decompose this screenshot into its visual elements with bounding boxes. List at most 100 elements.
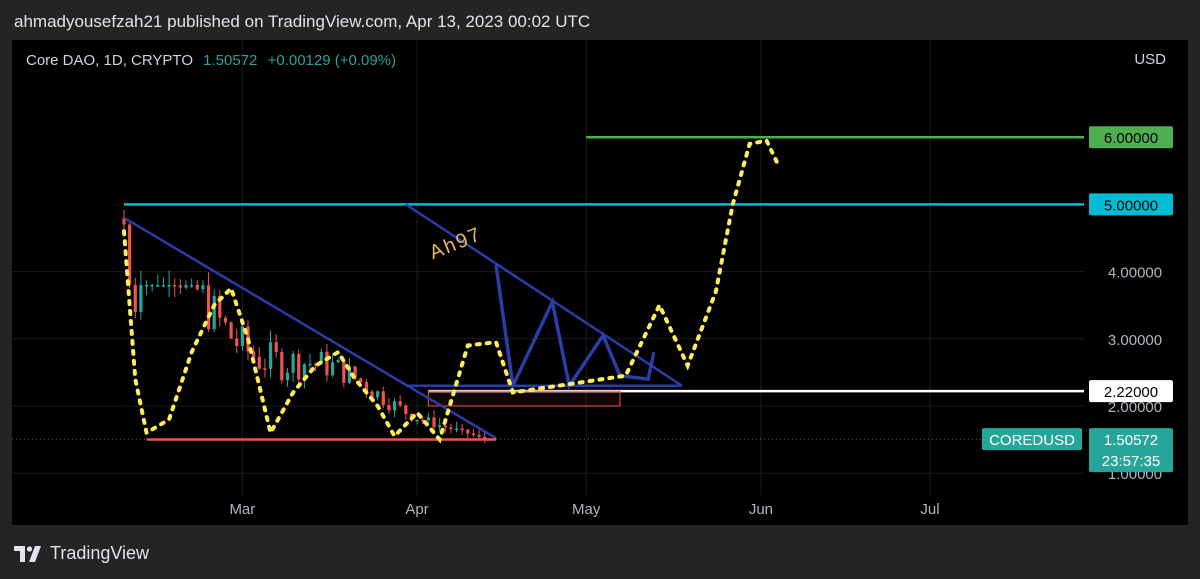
candle-body [173,285,177,287]
candle-body [325,351,329,376]
symbol-name: Core DAO, 1D, CRYPTO [26,52,193,69]
candle-body [415,419,419,422]
candle-body [443,425,447,428]
level-label: 5.00000 [1104,197,1158,214]
level-label-bg [1089,380,1173,403]
candle-body [178,285,182,288]
candle-body [432,417,436,428]
candle-body [263,368,267,370]
candle-body [353,366,357,379]
candle-body [161,285,166,287]
zigzag-projection [494,264,656,392]
price-axis: Mar Apr May Jun Jul1.000002.000003.000004.00… [229,126,1173,518]
candle-body [392,401,397,411]
candle-body [370,391,374,398]
last-price-value: 1.50572 [1104,432,1158,449]
y-tick-label: 4.00000 [1108,265,1162,282]
symbol-badge: COREDUSD [989,432,1075,449]
candle-body [319,351,323,364]
level-label: 6.00000 [1104,130,1158,147]
candle-body [477,434,481,437]
symbol-price: 1.50572 [203,52,258,69]
x-tick-label: May [572,501,601,518]
trendline-descending-2 [405,203,683,387]
chart-frame[interactable]: Ah97 Mar Apr May Jun Jul 1.00000 2.00000 3.0000… [12,40,1188,525]
candle-body [449,427,453,430]
candle-body [156,285,160,287]
drawings: Ah97 [12,135,1084,444]
candle-body [195,285,199,290]
candle-body [381,391,385,406]
candle-body [376,391,380,398]
symbol-badge-bg [982,428,1082,451]
candle-body [342,360,346,383]
candle-body [466,429,470,434]
candle-body [308,363,312,366]
bar-countdown: 23:57:35 [1102,453,1160,470]
support-zone [427,390,621,407]
candle-body [268,342,273,369]
candle-body [364,382,368,392]
candle-body [252,351,256,357]
candle-body [330,362,335,376]
candle-body [471,433,476,436]
x-tick-label: Mar [229,501,255,518]
author-annotation: Ah97 [426,223,485,264]
candle-body [229,322,233,339]
candle-body [212,295,216,330]
candle-body [184,285,188,288]
candle-body [421,419,425,422]
candle-body [359,378,363,383]
x-tick-label: Apr [405,501,428,518]
dotted-projection [122,138,780,444]
candle-body [438,425,442,428]
candle-body [398,401,402,406]
candle-body [347,366,352,383]
candle-body [223,317,228,323]
level-label: 2.22000 [1104,384,1158,401]
candle-body [426,417,430,421]
candle-body [314,363,318,366]
candle-body [302,364,306,380]
candle-body [144,285,149,287]
chart-grid [12,40,1084,495]
symbol-legend: Core DAO, 1D, CRYPTO 1.50572 +0.00129 (+… [26,52,396,69]
tradingview-logo[interactable]: TradingView [14,543,149,564]
candle-body [218,295,222,318]
candle-body [404,405,408,414]
candle-body [274,342,278,353]
symbol-change: +0.00129 (+0.09%) [267,52,397,69]
candle-body [240,326,244,346]
candle-body [454,428,459,431]
candle-body [122,217,126,225]
candle-body [483,436,487,440]
x-tick-label: Jul [920,501,939,518]
candle-body [128,224,132,285]
candle-body [133,285,137,312]
candle-body [257,356,261,369]
candle-body [291,353,295,373]
candle-body [150,285,154,287]
candle-body [285,372,290,381]
candle-body [235,338,239,346]
candle-body [190,285,194,287]
tradingview-brand: TradingView [50,543,150,563]
currency-label[interactable]: USD [1134,51,1166,68]
price-chart[interactable]: Ah97 Mar Apr May Jun Jul1.000002.000003.0000… [12,40,1188,525]
candle-body [201,285,205,290]
candle-body [336,360,340,363]
trendline-descending-1 [123,216,497,440]
publisher-line: ahmadyousefzah21 published on TradingVie… [14,12,591,31]
candle-body [387,405,391,411]
x-tick-label: Jun [749,501,773,518]
candle-body [167,285,171,287]
tradingview-icon [14,545,41,562]
candle-body [280,352,284,381]
y-tick-label: 2.00000 [1108,399,1162,416]
candle-body [206,285,211,330]
candle-body [297,353,301,380]
level-label-bg [1089,126,1173,149]
candle-body [139,285,143,312]
y-tick-label: 3.00000 [1108,332,1162,349]
candle-body [460,428,464,431]
